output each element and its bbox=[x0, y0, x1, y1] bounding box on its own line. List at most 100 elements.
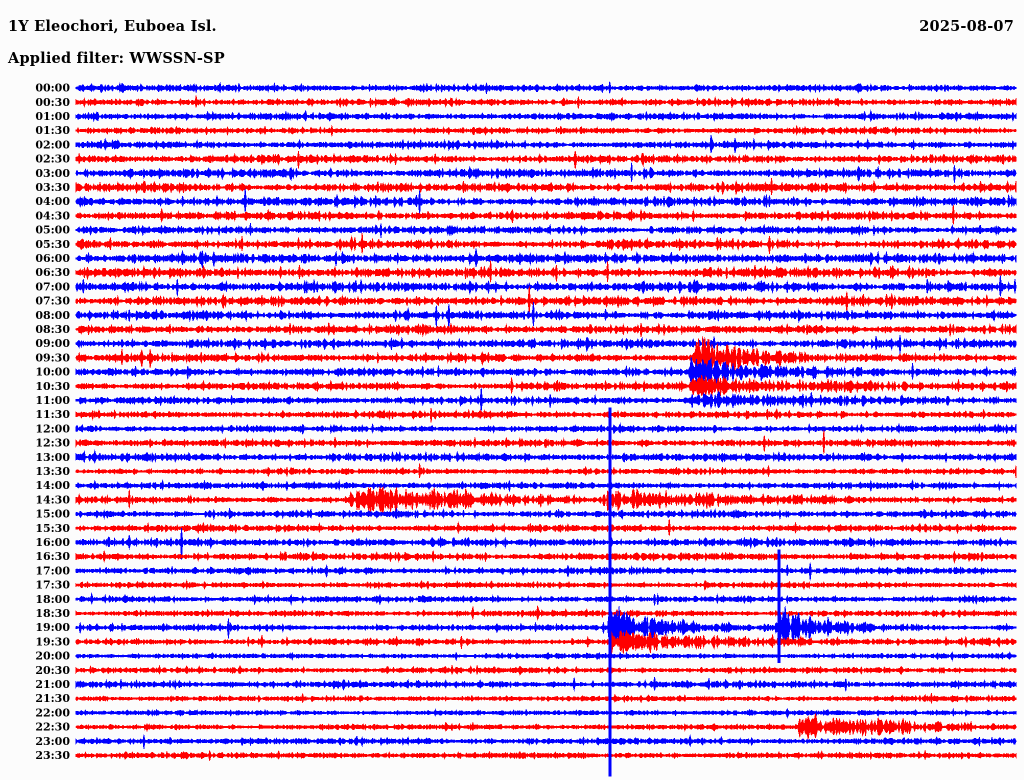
trace-row bbox=[75, 336, 1017, 382]
trace-row bbox=[75, 629, 1017, 656]
trace-row bbox=[75, 749, 1017, 762]
trace-row bbox=[75, 518, 1017, 536]
time-tick-label: 00:30 bbox=[35, 96, 70, 109]
time-tick-label: 15:30 bbox=[35, 522, 70, 535]
time-tick-label: 01:30 bbox=[35, 124, 70, 137]
time-tick-label: 22:30 bbox=[35, 721, 70, 734]
time-tick-label: 03:00 bbox=[35, 167, 70, 180]
trace-row bbox=[75, 579, 1017, 591]
time-tick-label: 17:30 bbox=[35, 579, 70, 592]
time-tick-label: 00:00 bbox=[35, 82, 70, 95]
time-tick-label: 09:30 bbox=[35, 351, 70, 364]
time-tick-label: 06:00 bbox=[35, 252, 70, 265]
time-tick-label: 19:30 bbox=[35, 635, 70, 648]
page-title: 1Y Eleochori, Euboea Isl. bbox=[8, 18, 217, 35]
clipped-spike bbox=[777, 549, 781, 664]
trace-row bbox=[75, 429, 1017, 454]
trace-row bbox=[75, 232, 1017, 255]
trace-row bbox=[75, 109, 1017, 123]
trace-row bbox=[75, 486, 1017, 515]
time-tick-label: 12:00 bbox=[35, 422, 70, 435]
clipped-spike bbox=[608, 407, 612, 777]
trace-row bbox=[75, 592, 1017, 606]
trace-row bbox=[75, 275, 1017, 297]
time-tick-label: 21:30 bbox=[35, 692, 70, 705]
trace-row bbox=[75, 374, 1017, 397]
time-tick-label: 13:30 bbox=[35, 465, 70, 478]
trace-row bbox=[75, 334, 1017, 355]
time-tick-label: 06:30 bbox=[35, 266, 70, 279]
time-tick-label: 17:00 bbox=[35, 564, 70, 577]
trace-row bbox=[75, 605, 1017, 622]
trace-row bbox=[75, 162, 1017, 183]
trace-row bbox=[75, 95, 1017, 109]
record-date: 2025-08-07 bbox=[919, 18, 1014, 35]
applied-filter-label: Applied filter: WWSSN-SP bbox=[8, 50, 225, 67]
trace-row bbox=[75, 528, 1017, 560]
time-tick-label: 19:00 bbox=[35, 621, 70, 634]
trace-row bbox=[75, 550, 1017, 564]
time-tick-label: 18:00 bbox=[35, 593, 70, 606]
time-tick-label: 04:00 bbox=[35, 195, 70, 208]
trace-row bbox=[75, 285, 1017, 314]
trace-row bbox=[75, 223, 1017, 238]
time-tick-label: 10:00 bbox=[35, 366, 70, 379]
time-tick-label: 13:00 bbox=[35, 451, 70, 464]
trace-row bbox=[75, 449, 1017, 464]
trace-row bbox=[75, 407, 1017, 423]
time-tick-label: 22:00 bbox=[35, 706, 70, 719]
trace-row bbox=[75, 356, 1017, 388]
trace-row bbox=[75, 301, 1017, 329]
time-tick-label: 08:30 bbox=[35, 323, 70, 336]
time-tick-label: 05:30 bbox=[35, 238, 70, 251]
time-tick-label: 03:30 bbox=[35, 181, 70, 194]
time-tick-label: 23:30 bbox=[35, 749, 70, 762]
time-tick-label: 10:30 bbox=[35, 380, 70, 393]
trace-row bbox=[75, 81, 1017, 94]
time-tick-label: 21:00 bbox=[35, 678, 70, 691]
time-tick-label: 16:30 bbox=[35, 550, 70, 563]
time-tick-label: 23:00 bbox=[35, 735, 70, 748]
trace-row bbox=[75, 248, 1017, 268]
time-tick-label: 07:30 bbox=[35, 295, 70, 308]
time-tick-label: 01:00 bbox=[35, 110, 70, 123]
time-tick-label: 09:00 bbox=[35, 337, 70, 350]
time-tick-label: 05:00 bbox=[35, 224, 70, 237]
time-tick-label: 20:00 bbox=[35, 650, 70, 663]
trace-row bbox=[75, 134, 1017, 154]
trace-row bbox=[75, 422, 1017, 435]
time-tick-label: 02:00 bbox=[35, 138, 70, 151]
time-tick-label: 11:00 bbox=[35, 394, 70, 407]
trace-row bbox=[75, 713, 1017, 740]
time-tick-label: 15:00 bbox=[35, 508, 70, 521]
time-tick-label: 07:00 bbox=[35, 280, 70, 293]
time-tick-label: 20:30 bbox=[35, 664, 70, 677]
trace-row bbox=[75, 205, 1017, 225]
trace-row bbox=[75, 479, 1017, 492]
trace-row bbox=[75, 507, 1017, 521]
time-tick-label: 08:00 bbox=[35, 309, 70, 322]
seismogram-plot: 00:00 00:30 01:00 01:30 02:00 02:30 03:00 03:30… bbox=[0, 80, 1024, 780]
trace-row bbox=[75, 188, 1017, 216]
trace-row bbox=[75, 651, 1017, 662]
time-tick-label: 14:00 bbox=[35, 479, 70, 492]
trace-row bbox=[75, 692, 1017, 705]
trace-row bbox=[75, 707, 1017, 719]
time-tick-label: 02:30 bbox=[35, 153, 70, 166]
trace-row bbox=[75, 463, 1017, 479]
time-tick-label: 18:30 bbox=[35, 607, 70, 620]
trace-row bbox=[75, 150, 1017, 169]
trace-row bbox=[75, 260, 1017, 283]
trace-row bbox=[75, 322, 1017, 338]
time-tick-label: 12:30 bbox=[35, 437, 70, 450]
trace-row bbox=[75, 734, 1017, 749]
time-tick-label: 11:30 bbox=[35, 408, 70, 421]
trace-row bbox=[75, 178, 1017, 196]
trace-row bbox=[75, 124, 1017, 137]
trace-row bbox=[75, 562, 1017, 581]
time-tick-label: 04:30 bbox=[35, 209, 70, 222]
trace-row bbox=[75, 387, 1017, 412]
trace-row bbox=[75, 664, 1017, 676]
